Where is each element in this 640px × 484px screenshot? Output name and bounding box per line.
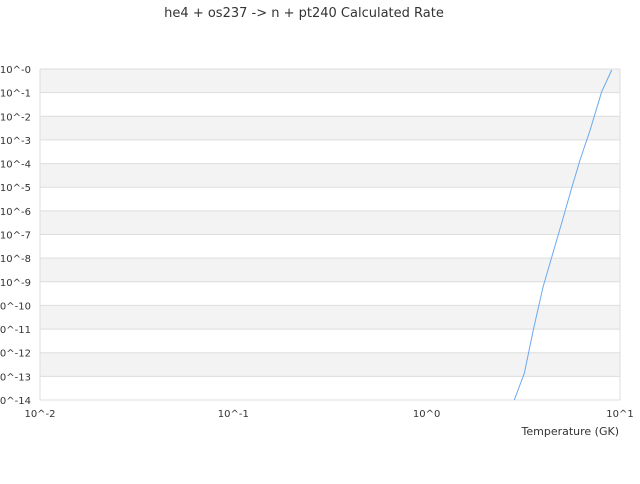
x-tick-label: 10^-2 — [24, 409, 55, 420]
x-axis-label: Temperature (GK) — [521, 425, 620, 438]
y-tick-label: 10^-6 — [0, 207, 31, 218]
y-tick-label: 10^-13 — [0, 372, 31, 383]
y-tick-label: 10^-5 — [0, 183, 31, 194]
y-tick-label: 10^-2 — [0, 112, 31, 123]
y-tick-label: 10^-7 — [0, 231, 31, 242]
y-tick-label: 10^-9 — [0, 278, 31, 289]
y-tick-label: 10^-12 — [0, 349, 31, 360]
y-tick-label: 10^-14 — [0, 396, 31, 407]
y-tick-label: 10^-4 — [0, 160, 31, 171]
background-band — [40, 210, 620, 235]
x-tick-label: 10^0 — [413, 409, 440, 420]
x-tick-labels: 10^-2 10^-1 10^0 10^1 — [24, 409, 633, 420]
background-band — [40, 163, 620, 188]
y-tick-label: 10^-3 — [0, 136, 31, 147]
y-tick-label: 10^-8 — [0, 254, 31, 265]
background-band — [40, 116, 620, 140]
y-tick-labels: 10^-0 10^-1 10^-2 10^-3 10^-4 10^-5 10^-6 10^-7… — [0, 65, 31, 407]
background-bands — [40, 69, 620, 377]
x-tick-label: 10^1 — [606, 409, 633, 420]
y-tick-label: 10^-0 — [0, 65, 31, 76]
y-tick-label: 10^-10 — [0, 301, 31, 312]
gridlines — [39, 68, 621, 401]
y-tick-label: 10^-11 — [0, 325, 31, 336]
x-tick-label: 10^-1 — [218, 409, 249, 420]
series-line — [513, 69, 613, 401]
background-band — [40, 305, 620, 330]
background-band — [40, 69, 620, 93]
y-tick-label: 10^-1 — [0, 89, 31, 100]
background-band — [40, 352, 620, 377]
background-band — [40, 258, 620, 282]
chart-title: he4 + os237 -> n + pt240 Calculated Rate — [164, 6, 444, 21]
